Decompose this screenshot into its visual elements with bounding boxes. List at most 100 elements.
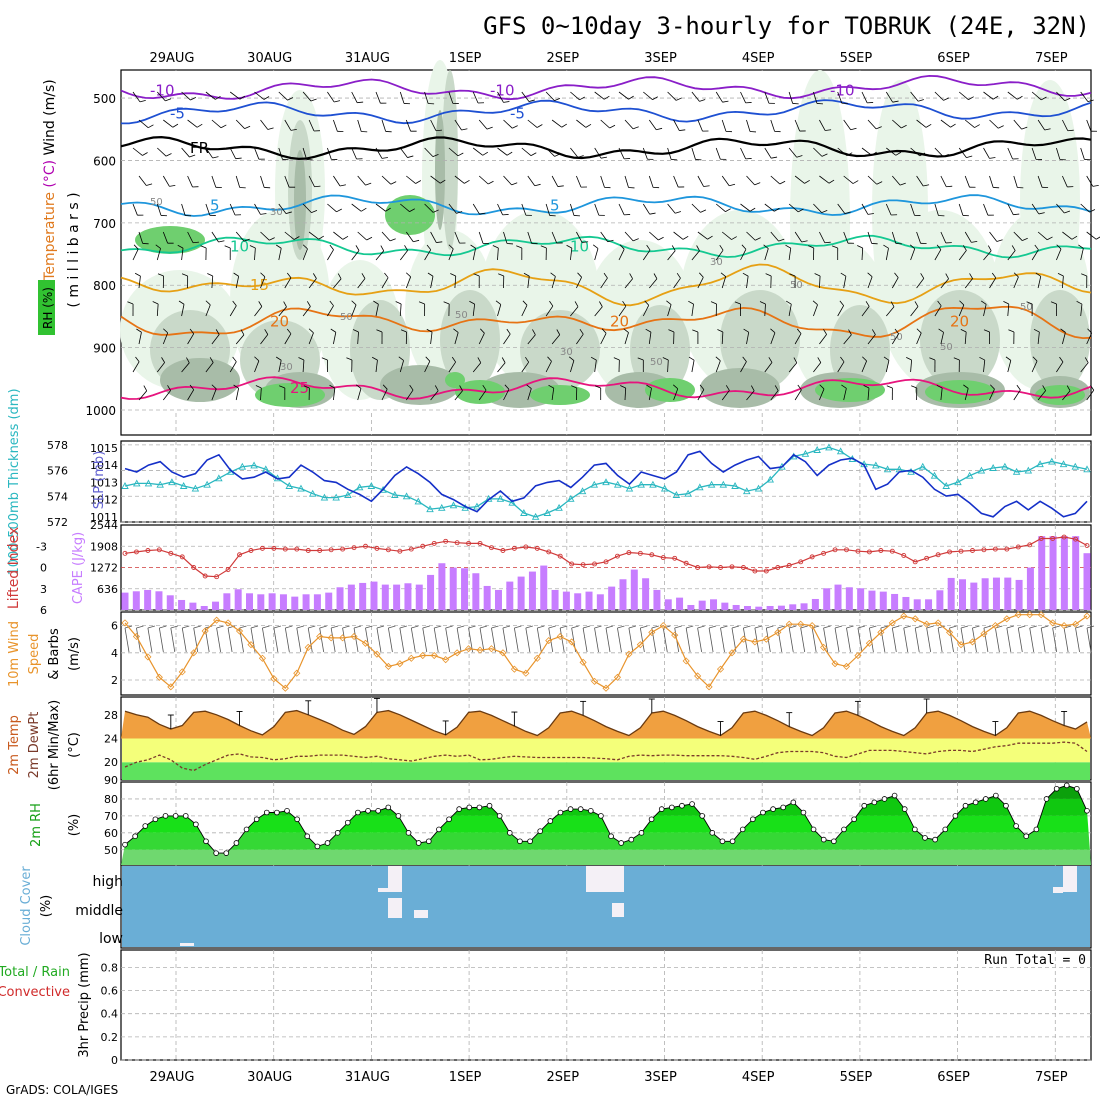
rh-point	[800, 809, 807, 816]
wind-barb	[162, 332, 169, 345]
wind-barb	[233, 384, 239, 389]
wind-barb	[187, 231, 194, 243]
surface-wind-barb	[1041, 625, 1049, 629]
surface-wind-barb	[502, 627, 508, 653]
date-label-top: 3SEP	[644, 51, 677, 66]
li-point	[305, 548, 311, 553]
surface-wind-barb	[582, 625, 591, 629]
wind-speed-point	[923, 620, 931, 628]
wind-barb	[327, 305, 334, 317]
surface-wind-barb	[960, 627, 966, 653]
wind-barb	[910, 306, 919, 317]
wind-barb	[885, 360, 890, 373]
wind-barb	[497, 147, 508, 156]
wind-barb	[312, 273, 317, 279]
li-point	[237, 552, 242, 558]
wind-speed-point	[373, 650, 381, 658]
wind-barb	[768, 357, 773, 363]
cape-bar	[200, 605, 208, 610]
wind-barb	[1031, 91, 1042, 101]
isotherm-label: 5	[550, 196, 560, 214]
cape-bar	[1072, 536, 1080, 610]
wind-barb	[837, 147, 848, 156]
wind-tick-label: 4	[111, 647, 118, 660]
wind-barb	[333, 231, 344, 240]
wind-barb	[910, 248, 916, 261]
wind-barb	[427, 272, 434, 277]
wind-speed-point	[190, 649, 198, 657]
wind-barb	[632, 126, 639, 130]
thickness-point	[766, 475, 775, 483]
wind-barb	[770, 390, 779, 401]
wind-barb	[894, 272, 899, 278]
wind-barb	[302, 203, 312, 213]
surface-wind-barb	[640, 625, 648, 629]
surface-wind-barb	[410, 627, 416, 653]
cape-bar	[687, 604, 695, 610]
rh-point	[942, 826, 949, 833]
cape-bar	[313, 594, 321, 610]
wind-barb	[604, 95, 610, 100]
wind-barb	[267, 127, 274, 130]
wind-speed-point	[991, 622, 999, 630]
wind-barb	[987, 245, 992, 251]
wind-barb	[1062, 119, 1069, 131]
wind-barb	[577, 155, 584, 158]
wind-barb	[788, 91, 794, 104]
wind-barb	[430, 231, 437, 243]
cape-bar	[710, 599, 718, 610]
wind-barb	[381, 231, 391, 242]
rh-point	[648, 816, 655, 823]
surface-wind-barb	[731, 625, 740, 629]
surface-wind-barb	[697, 625, 705, 629]
wind-barb	[861, 203, 869, 215]
wind-barb	[260, 175, 265, 188]
wind-barb	[478, 333, 485, 345]
surface-wind-barb	[891, 627, 897, 653]
wind-barb	[1062, 332, 1066, 345]
li-point	[832, 547, 838, 553]
wind-barb	[819, 231, 826, 243]
thickness-point	[836, 447, 845, 455]
wind-barb	[813, 304, 818, 317]
cape-tick-label: 2544	[90, 519, 118, 532]
wind-barb	[619, 244, 625, 250]
rh-point	[294, 816, 300, 823]
wind-barb	[448, 147, 459, 157]
wind-barb	[1081, 273, 1087, 277]
cape-bar	[279, 594, 287, 610]
wind-barb	[576, 175, 582, 188]
wind-speed-point	[1060, 622, 1068, 630]
wind-barb	[691, 203, 701, 213]
wind-barb	[302, 248, 308, 261]
wind-barb	[302, 91, 312, 102]
thickness-point	[1071, 462, 1080, 470]
date-label-top: 6SEP	[937, 51, 970, 66]
wind-barb	[503, 119, 513, 129]
wind-barb	[746, 276, 749, 289]
wind-barb	[715, 91, 723, 103]
cape-bar	[144, 589, 152, 610]
thickness-point	[203, 480, 211, 488]
wind-barb	[892, 100, 899, 103]
cape-bar	[461, 568, 469, 610]
wind-barb	[430, 332, 433, 345]
cape-bar	[517, 576, 525, 610]
wind-barb	[821, 153, 828, 157]
surface-wind-barb	[686, 625, 694, 629]
wind-frame	[120, 611, 1092, 696]
wind-axis-label: Speed	[27, 634, 42, 675]
surface-wind-barb	[674, 625, 682, 629]
date-label-bottom: 31AUG	[345, 1070, 390, 1085]
wind-speed-point	[808, 622, 816, 630]
wind-barb	[603, 272, 608, 279]
thickness-tick-label: 576	[47, 465, 68, 478]
wind-barb	[964, 175, 970, 188]
li-point	[615, 553, 620, 559]
cape-bar	[970, 582, 978, 610]
wind-barb	[211, 334, 220, 345]
wind-barb	[763, 244, 769, 249]
wind-barb	[600, 156, 608, 159]
wind-barb	[1022, 237, 1028, 241]
wind-barb	[788, 147, 797, 158]
